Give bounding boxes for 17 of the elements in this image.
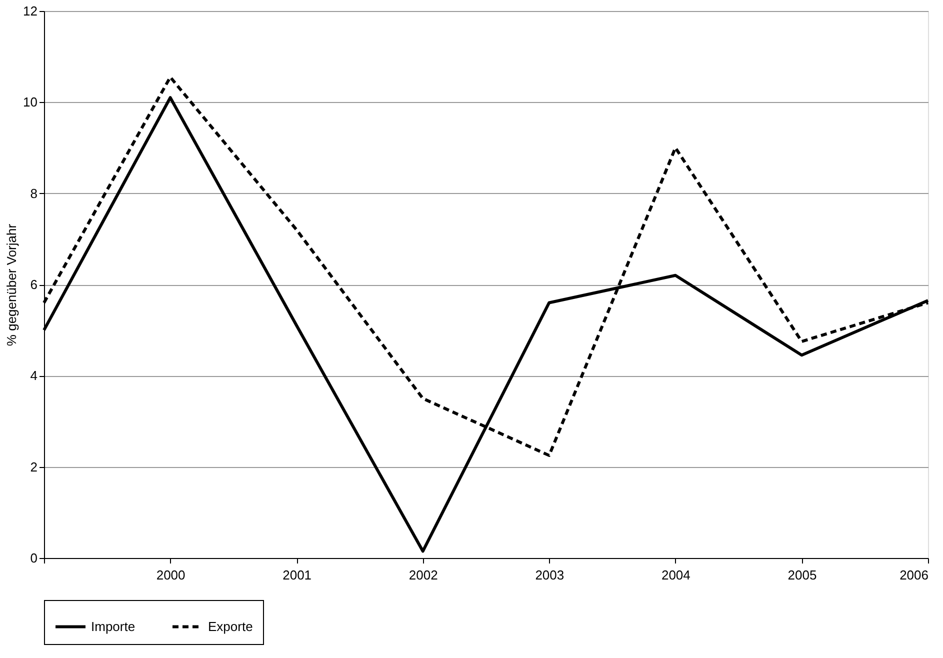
x-tick-label: 2000 <box>156 568 186 582</box>
x-tick-label: 2003 <box>535 568 564 582</box>
legend-label: Exporte <box>208 618 253 634</box>
y-tick-label: 8 <box>30 186 38 201</box>
y-tick-label: 4 <box>30 368 38 384</box>
y-tick-label: 2 <box>30 459 38 474</box>
y-tick-label: 12 <box>23 4 38 18</box>
x-tick-label: 2006 <box>900 568 928 582</box>
legend-label: Importe <box>91 618 136 634</box>
y-tick-label: 6 <box>30 277 38 292</box>
y-axis-title: % gegenüber Vorjahr <box>4 223 20 346</box>
x-tick-label: 2005 <box>788 568 817 582</box>
y-tick-label: 10 <box>23 94 38 110</box>
x-tick-label: 2002 <box>408 568 438 582</box>
y-tick-label: 0 <box>30 550 38 566</box>
x-tick-label: 2001 <box>282 568 312 582</box>
x-tick-label: 2004 <box>661 568 690 582</box>
